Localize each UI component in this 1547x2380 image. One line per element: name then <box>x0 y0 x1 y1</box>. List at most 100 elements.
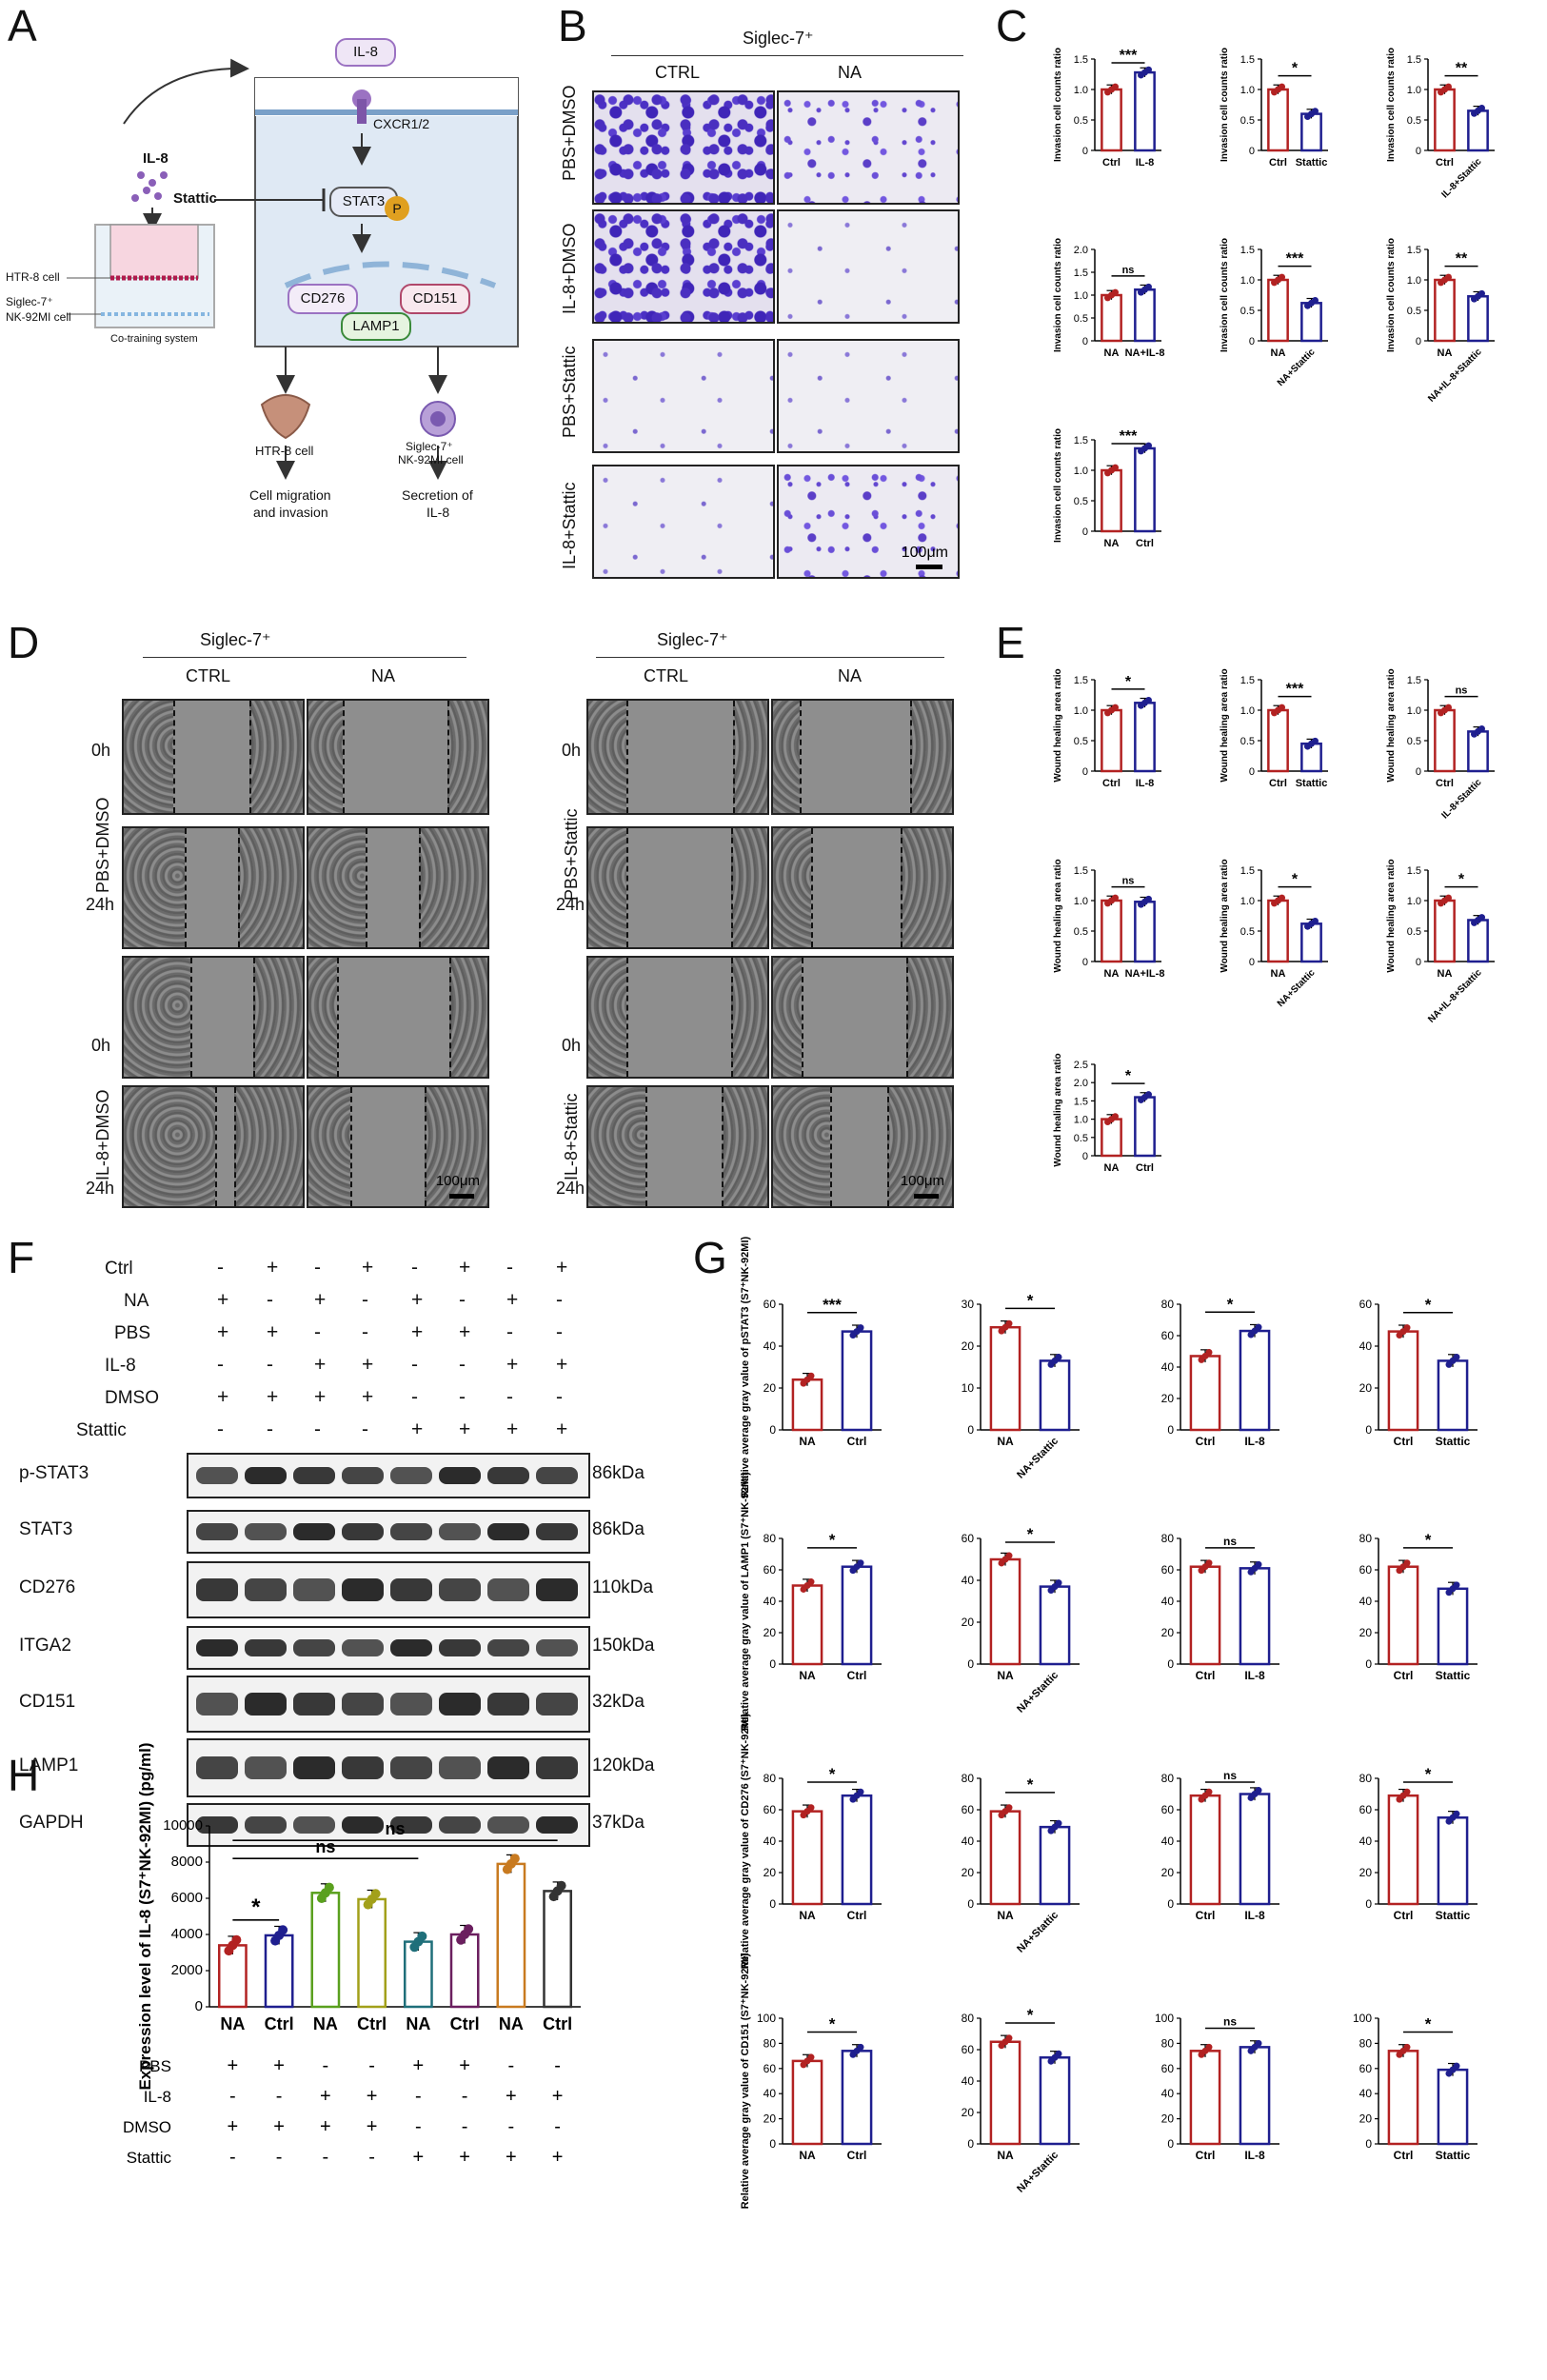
time-label: 24h <box>556 1179 585 1198</box>
il8-top-label: IL-8 <box>335 38 396 67</box>
condition-sign: + <box>552 2147 564 2168</box>
y-tick-label: 40 <box>1359 1835 1373 1848</box>
bar <box>1189 1565 1221 1666</box>
y-axis-label: Wound healing area ratio <box>1220 668 1230 782</box>
y-tick-label: 20 <box>1359 2112 1373 2126</box>
bar <box>1134 446 1156 533</box>
y-tick-label: 0 <box>1365 1657 1372 1671</box>
blot-band <box>536 1523 578 1540</box>
bar <box>1437 1587 1469 1666</box>
significance-label: *** <box>1120 48 1138 64</box>
bar <box>1101 293 1122 343</box>
condition-sign: + <box>552 2086 564 2107</box>
blot-condition-label: IL-8 <box>105 1356 136 1376</box>
bar <box>1434 88 1456 152</box>
data-point <box>1478 289 1485 297</box>
y-tick-label: 40 <box>962 1835 975 1848</box>
y-tick-label: 60 <box>1161 1803 1175 1816</box>
bar <box>1267 278 1289 343</box>
condition-sign: + <box>413 2147 425 2168</box>
blot-band <box>487 1523 529 1540</box>
bar <box>1300 922 1322 963</box>
y-tick-label: 10000 <box>163 1817 203 1834</box>
bar <box>1434 899 1456 963</box>
data-point <box>509 1854 520 1864</box>
data-point <box>1453 1810 1460 1817</box>
data-point <box>1445 894 1452 902</box>
y-tick-label: 0 <box>769 1897 776 1911</box>
y-tick-label: 1.5 <box>1074 54 1088 66</box>
x-tick-label: NA+IL-8+Stattic <box>1426 967 1484 1025</box>
bar <box>1189 2050 1221 2146</box>
blot-band <box>342 1523 384 1540</box>
y-tick-label: 1.0 <box>1074 85 1088 96</box>
blot-sign: - <box>556 1386 563 1408</box>
significance-label: ns <box>1223 1535 1237 1548</box>
condition-label: PBS <box>139 2057 171 2075</box>
x-tick-label: NA <box>1438 347 1453 359</box>
blot-strip <box>187 1453 590 1498</box>
bar <box>1300 302 1322 343</box>
significance-label: ns <box>1122 265 1135 276</box>
y-tick-label: 0 <box>1249 336 1255 347</box>
result-1b: and invasion <box>253 505 328 520</box>
data-point <box>1478 914 1485 922</box>
y-tick-label: 1.0 <box>1074 896 1088 907</box>
wound-image <box>122 826 305 949</box>
bar <box>1134 288 1156 343</box>
x-tick-label: Stattic <box>1436 1669 1471 1682</box>
y-tick-label: 1.5 <box>1407 675 1421 686</box>
blot-sign: - <box>362 1321 368 1343</box>
y-tick-label: 60 <box>962 1803 975 1816</box>
significance-label: * <box>1425 1765 1432 1783</box>
significance-label: * <box>1425 1296 1432 1314</box>
significance-label: * <box>1292 872 1299 888</box>
y-tick-label: 0 <box>1167 1657 1174 1671</box>
x-tick-label: Stattic <box>1296 157 1328 169</box>
significance-label: *** <box>823 1296 842 1314</box>
y-tick-label: 40 <box>1161 1595 1175 1608</box>
y-tick-label: 20 <box>1161 2112 1175 2126</box>
bar <box>449 1933 480 2009</box>
result-1a: Cell migration <box>249 487 331 503</box>
blot-band <box>293 1578 335 1601</box>
data-point <box>1112 288 1119 296</box>
bar <box>841 2050 873 2146</box>
y-tick-label: 60 <box>1161 1329 1175 1342</box>
wound-image <box>307 699 489 815</box>
significance-label: * <box>1027 1291 1034 1309</box>
time-label: 24h <box>556 895 585 914</box>
blot-band <box>342 1693 384 1716</box>
blot-sign: + <box>362 1354 374 1376</box>
x-tick-label: IL-8 <box>1244 1909 1265 1922</box>
x-tick-label: Ctrl <box>1102 778 1121 789</box>
bar <box>1467 295 1489 343</box>
data-point <box>857 1788 864 1795</box>
cotraining-label: Co-training system <box>110 333 198 345</box>
condition-sign: - <box>229 2147 236 2168</box>
y-tick-label: 1.0 <box>1407 275 1421 287</box>
blot-sign: - <box>556 1321 563 1343</box>
blot-sign: - <box>217 1354 224 1376</box>
x-tick-label: Stattic <box>1436 2149 1471 2162</box>
y-axis-label: Relative average gray value of CD151 (S7… <box>740 1953 751 2209</box>
y-tick-label: 2.5 <box>1074 1060 1088 1071</box>
data-point <box>1445 83 1452 90</box>
y-tick-label: 80 <box>1161 1772 1175 1785</box>
invasion-image: 100μm <box>777 465 960 579</box>
y-tick-label: 1.5 <box>1407 865 1421 877</box>
significance-label: * <box>1227 1295 1234 1313</box>
blot-band <box>342 1578 384 1601</box>
blot-protein-label: p-STAT3 <box>19 1463 89 1483</box>
blot-condition-label: Stattic <box>76 1420 127 1440</box>
x-tick-label: Ctrl <box>847 1669 867 1682</box>
blot-sign: + <box>411 1418 424 1440</box>
x-tick-label: NA+Stattic <box>1015 1436 1061 1481</box>
data-point <box>807 1372 815 1379</box>
significance-label: * <box>1292 61 1299 77</box>
data-point <box>1112 704 1119 711</box>
bar <box>1267 88 1289 152</box>
il8-dots <box>131 171 168 202</box>
bar <box>989 1810 1021 1906</box>
blot-band <box>342 1466 384 1485</box>
